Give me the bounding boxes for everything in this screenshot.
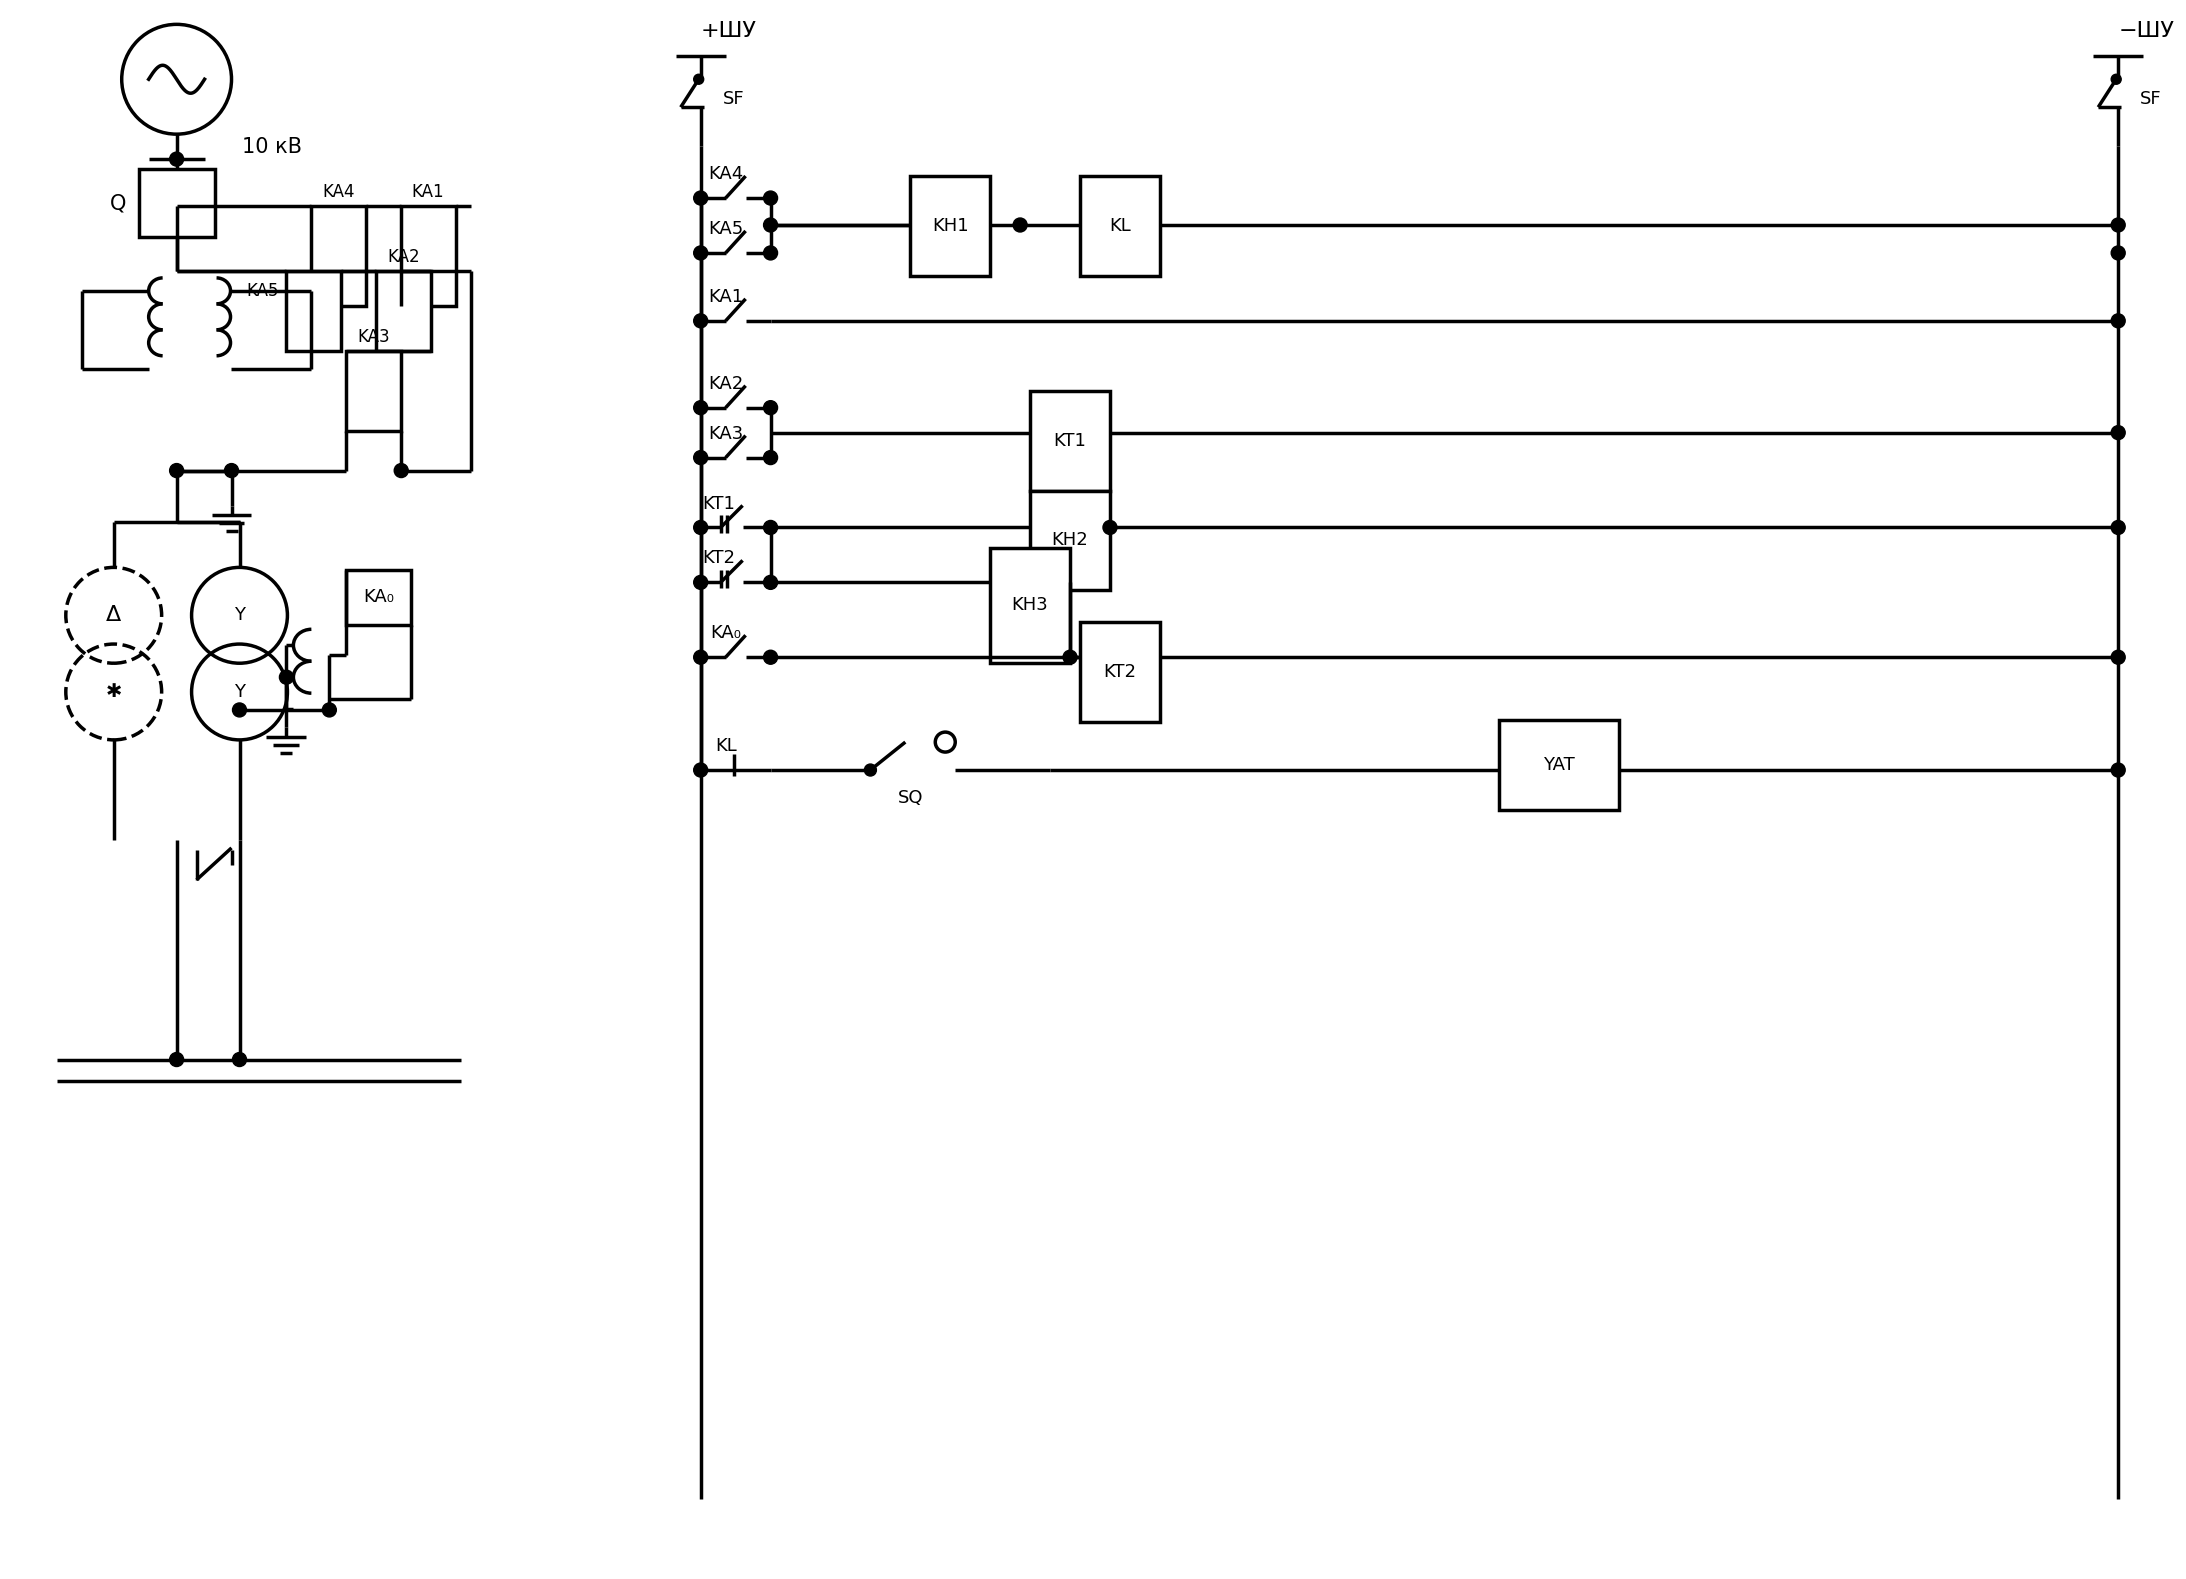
Text: KL: KL xyxy=(1108,216,1130,235)
Circle shape xyxy=(171,152,184,166)
Circle shape xyxy=(225,464,238,477)
Circle shape xyxy=(763,218,778,232)
Circle shape xyxy=(2112,218,2125,232)
Text: KH3: KH3 xyxy=(1012,597,1049,614)
Text: SF: SF xyxy=(2140,90,2162,109)
Circle shape xyxy=(2112,521,2125,534)
Bar xyxy=(1080,622,1161,722)
Bar xyxy=(286,272,341,351)
Bar xyxy=(1080,177,1161,276)
Text: KA3: KA3 xyxy=(708,425,743,442)
Circle shape xyxy=(763,450,778,464)
Text: KA1: KA1 xyxy=(708,287,743,306)
Circle shape xyxy=(171,1053,184,1066)
Circle shape xyxy=(693,575,708,589)
Bar xyxy=(1030,390,1110,491)
Circle shape xyxy=(863,764,877,775)
Circle shape xyxy=(2112,314,2125,328)
Text: KT2: KT2 xyxy=(702,549,734,567)
Circle shape xyxy=(693,314,708,328)
Text: KA4: KA4 xyxy=(708,166,743,183)
Circle shape xyxy=(280,669,293,684)
Circle shape xyxy=(763,191,778,205)
Bar xyxy=(1030,491,1110,591)
Bar xyxy=(1500,720,1620,810)
Text: Q: Q xyxy=(109,193,127,213)
Circle shape xyxy=(2112,651,2125,665)
Text: 10 кВ: 10 кВ xyxy=(240,137,302,158)
Circle shape xyxy=(763,246,778,261)
Text: Y: Y xyxy=(234,684,245,701)
Text: KA5: KA5 xyxy=(708,219,743,238)
Circle shape xyxy=(693,246,708,261)
Text: −ШУ: −ШУ xyxy=(2118,22,2175,41)
Text: +ШУ: +ШУ xyxy=(702,22,756,41)
Circle shape xyxy=(2112,426,2125,439)
Bar xyxy=(345,570,411,625)
Circle shape xyxy=(321,703,337,717)
Text: KA2: KA2 xyxy=(387,248,420,265)
Circle shape xyxy=(763,651,778,665)
Circle shape xyxy=(763,521,778,534)
Text: Δ: Δ xyxy=(107,605,122,625)
Text: KT1: KT1 xyxy=(1054,431,1086,450)
Circle shape xyxy=(232,703,247,717)
Circle shape xyxy=(1104,521,1117,534)
Bar xyxy=(402,205,457,306)
Circle shape xyxy=(232,1053,247,1066)
Bar xyxy=(310,205,367,306)
Circle shape xyxy=(693,763,708,777)
Circle shape xyxy=(763,575,778,589)
Text: KH2: KH2 xyxy=(1051,532,1089,549)
Text: KA5: KA5 xyxy=(247,283,278,300)
Text: KT1: KT1 xyxy=(702,494,734,513)
Bar xyxy=(376,272,431,351)
Text: KA2: KA2 xyxy=(708,374,743,393)
Circle shape xyxy=(693,74,704,84)
Circle shape xyxy=(2112,763,2125,777)
Text: KA₀: KA₀ xyxy=(710,624,741,643)
Circle shape xyxy=(693,191,708,205)
Text: SQ: SQ xyxy=(898,790,922,807)
Text: YAT: YAT xyxy=(1543,756,1576,774)
Text: KA4: KA4 xyxy=(321,183,354,201)
Bar xyxy=(909,177,990,276)
Bar xyxy=(345,351,402,431)
Circle shape xyxy=(1062,651,1078,665)
Circle shape xyxy=(2112,246,2125,261)
Circle shape xyxy=(693,450,708,464)
Text: KH1: KH1 xyxy=(931,216,968,235)
Text: SF: SF xyxy=(724,90,743,109)
Text: Y: Y xyxy=(234,606,245,624)
Circle shape xyxy=(693,651,708,665)
Text: KA3: KA3 xyxy=(356,328,389,346)
Text: KT2: KT2 xyxy=(1104,663,1137,681)
Circle shape xyxy=(693,401,708,415)
Text: KA₀: KA₀ xyxy=(363,589,393,606)
Text: KA1: KA1 xyxy=(411,183,444,201)
Circle shape xyxy=(763,401,778,415)
Text: KL: KL xyxy=(715,737,737,755)
Circle shape xyxy=(693,521,708,534)
Bar xyxy=(138,169,214,237)
Bar xyxy=(990,548,1069,663)
Circle shape xyxy=(1012,218,1027,232)
Text: ✱: ✱ xyxy=(105,682,122,701)
Circle shape xyxy=(2112,74,2120,84)
Circle shape xyxy=(171,464,184,477)
Circle shape xyxy=(393,464,409,477)
